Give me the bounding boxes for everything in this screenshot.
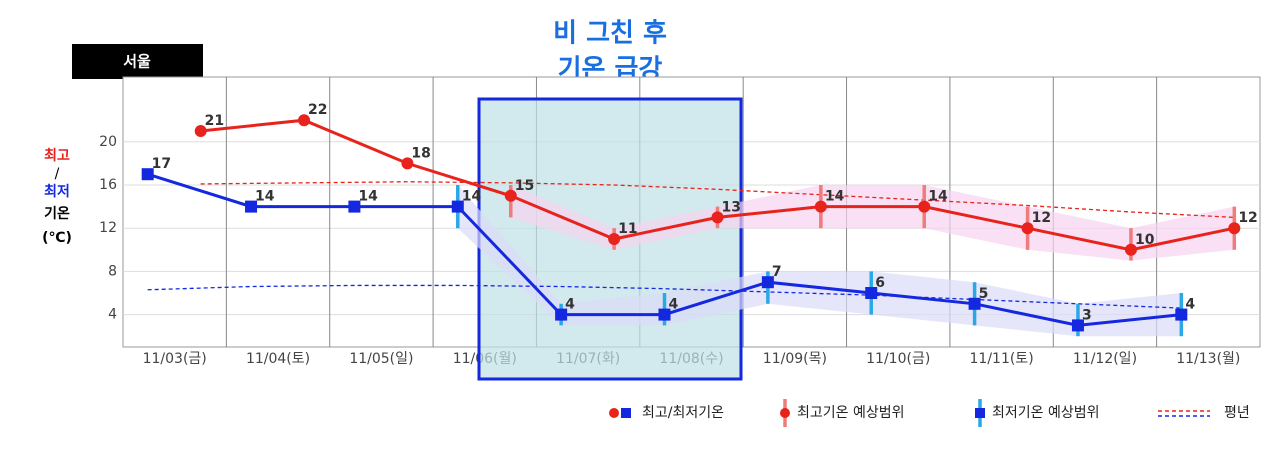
y-label: / [55,166,60,182]
x-tick-label: 11/10(금) [866,351,930,367]
data-label: 14 [825,189,845,205]
x-tick-label: 11/09(목) [763,351,827,367]
annotation: 비 그친 후 [553,19,667,49]
legend-marker [609,408,619,418]
data-label: 6 [875,275,885,291]
data-label: 11 [618,221,637,237]
legend-marker [780,408,790,418]
point [1021,222,1034,235]
point [555,308,568,321]
point [968,297,981,310]
point [194,125,207,137]
data-label: 21 [205,113,224,129]
data-label: 14 [358,189,378,205]
x-tick-label: 11/05(일) [349,351,413,367]
legend-marker [975,408,985,418]
data-label: 3 [1082,307,1092,323]
legend-label: 평년 [1224,405,1250,421]
data-label: 14 [462,189,482,205]
x-tick-label: 11/13(월) [1176,351,1240,367]
point [865,287,878,299]
x-tick-label: 11/12(일) [1073,351,1137,367]
data-label: 14 [255,189,275,205]
point [918,200,931,213]
data-label: 4 [669,297,679,313]
point [451,200,464,213]
y-label: (℃) [42,230,72,246]
point [608,233,621,245]
point [761,276,774,289]
x-tick-label: 11/11(토) [970,351,1034,367]
data-label: 10 [1135,232,1155,248]
y-tick-label: 8 [108,263,117,279]
normal-line [147,284,1182,309]
data-label: 7 [772,264,782,280]
data-label: 12 [1238,210,1257,226]
range-band [457,185,1182,337]
data-label: 14 [928,189,948,205]
data-label: 12 [1032,210,1051,226]
data-label: 15 [515,178,534,194]
x-tick-label: 11/03(금) [143,351,207,367]
point [1175,308,1188,321]
data-label: 5 [979,286,989,302]
y-label: 기온 [44,206,70,222]
point [298,114,311,127]
x-tick-label: 11/04(토) [246,351,310,367]
point [814,200,827,213]
point [711,211,724,224]
point [1071,319,1084,332]
range-band [510,185,1235,261]
data-label: 4 [565,297,575,313]
chart-title: 서울 [123,53,151,71]
legend-label: 최저기온 예상범위 [992,405,1100,421]
data-label: 18 [411,145,430,161]
normal-line [200,181,1235,219]
y-tick-label: 12 [99,220,117,236]
point [348,200,361,213]
point [245,200,258,213]
y-tick-label: 20 [99,134,117,150]
legend-label: 최고/최저기온 [642,405,724,421]
point [141,168,154,181]
legend-marker [621,408,631,418]
point [401,157,414,170]
y-tick-label: 16 [99,177,117,193]
title-box [72,44,203,79]
legend-label: 최고기온 예상범위 [797,405,905,421]
data-label: 22 [308,102,327,118]
y-label: 최고 [44,148,70,164]
data-label: 17 [152,156,171,172]
y-tick-label: 4 [108,307,117,323]
data-label: 13 [722,199,741,215]
point [504,189,517,202]
point [658,308,671,321]
y-label: 최저 [44,184,70,200]
point [1124,243,1137,256]
point [1228,222,1241,235]
data-label: 4 [1185,297,1195,313]
